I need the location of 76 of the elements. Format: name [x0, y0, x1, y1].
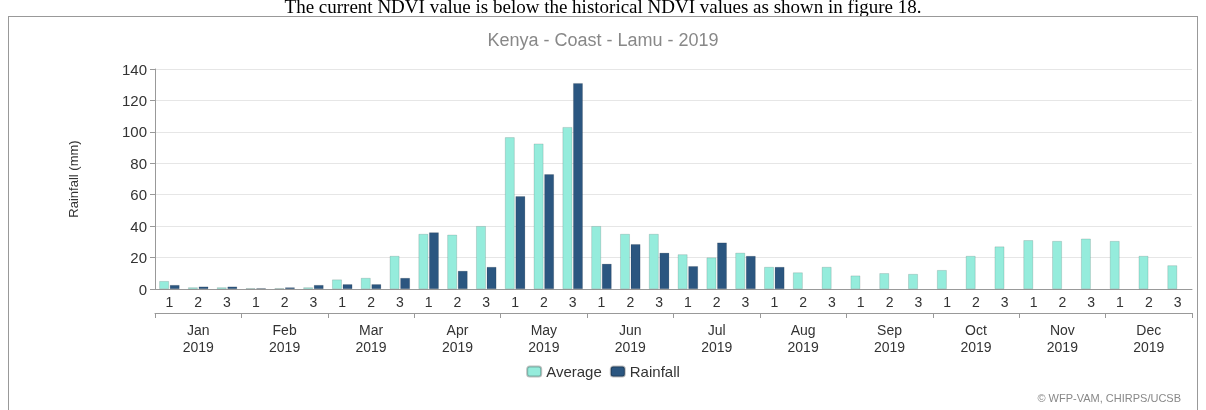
text: Sep 2019 — [873, 321, 906, 355]
x-tick-label: 1 — [1029, 294, 1038, 310]
bar — [1081, 238, 1091, 289]
x-tick-label: 2 — [539, 294, 548, 310]
text: Jan 2019 — [182, 321, 214, 355]
x-tick-label: 2 — [367, 294, 376, 310]
bar — [1138, 256, 1149, 289]
x-tick-label: 1 — [856, 294, 865, 310]
x-tick-label: 2 — [280, 294, 289, 310]
text: Dec 2019 — [1133, 321, 1165, 355]
x-tick-label: 2 — [885, 294, 894, 310]
x-tick-label: 1 — [511, 294, 520, 310]
x-tick-label: 1 — [338, 294, 347, 310]
text: Jun 2019 — [614, 321, 647, 355]
bar — [1052, 241, 1062, 289]
text: Feb 2019 — [269, 321, 301, 355]
x-tick-label: 1 — [943, 294, 952, 310]
bar — [937, 270, 947, 289]
x-tick-label: 1 — [770, 294, 779, 310]
text: Jul 2019 — [701, 321, 733, 355]
text: Oct 2019 — [960, 321, 992, 355]
x-tick-label: 1 — [597, 294, 606, 310]
text: Apr 2019 — [441, 321, 474, 355]
chart-title: Kenya - Coast - Lamu - 2019 — [487, 30, 719, 50]
legend-label: Rainfall — [629, 363, 680, 380]
y-tick-label: 100 — [121, 123, 147, 141]
x-tick-label: 3 — [482, 294, 491, 310]
x-tick-label: 3 — [741, 294, 750, 310]
x-tick-label: 3 — [828, 294, 837, 310]
y-tick-label: 0 — [138, 280, 147, 298]
x-tick-label: 3 — [914, 294, 923, 310]
bar — [1109, 241, 1120, 289]
x-tick-label: 1 — [1116, 294, 1125, 310]
text: May 2019 — [528, 321, 560, 355]
x-tick-label: 2 — [1058, 294, 1067, 310]
y-tick-label: 120 — [121, 91, 147, 109]
x-tick-label: 2 — [453, 294, 462, 310]
x-tick-label: 3 — [395, 294, 404, 310]
x-tick-label: 3 — [1087, 294, 1096, 310]
bar — [793, 272, 803, 289]
text: Aug 2019 — [787, 321, 819, 355]
text: Mar 2019 — [355, 321, 387, 355]
x-tick-label: 3 — [223, 294, 232, 310]
x-tick-label: 1 — [424, 294, 433, 310]
x-tick-label: 2 — [1144, 294, 1153, 310]
bar — [821, 267, 832, 289]
y-tick-label: 20 — [130, 249, 147, 267]
legend-label: Average — [546, 363, 602, 380]
x-tick-label: 3 — [309, 294, 318, 310]
x-tick-label: 1 — [684, 294, 692, 310]
text: Nov 2019 — [1046, 321, 1079, 355]
x-tick-label: 3 — [568, 294, 577, 310]
x-tick-label: 2 — [799, 294, 808, 310]
x-tick-label: 3 — [1000, 294, 1009, 310]
bar — [994, 246, 1005, 289]
x-tick-label: 1 — [251, 294, 260, 310]
bar — [1167, 265, 1178, 289]
text: The current NDVI value is below the historical NDVI values as shown in figure 18. — [283, 0, 923, 18]
bar — [879, 273, 890, 289]
y-tick-label: 60 — [130, 186, 147, 204]
x-tick-label: 2 — [712, 294, 721, 310]
bar — [1023, 240, 1034, 289]
y-tick-label: 40 — [130, 217, 147, 235]
bar — [965, 256, 976, 289]
x-tick-label: 3 — [1173, 294, 1182, 310]
bar — [850, 275, 861, 289]
text: © WFP-VAM, CHIRPS/UCSB — [1037, 391, 1181, 404]
x-tick-label: 2 — [194, 294, 203, 310]
y-axis-title: Rainfall (mm) — [66, 140, 81, 218]
x-tick-label: 1 — [165, 294, 174, 310]
y-tick-label: 140 — [121, 60, 147, 78]
x-tick-label: 2 — [972, 294, 981, 310]
x-tick-label: 3 — [655, 294, 664, 310]
bar — [908, 274, 918, 289]
x-tick-label: 2 — [626, 294, 635, 310]
y-tick-label: 80 — [130, 154, 147, 172]
